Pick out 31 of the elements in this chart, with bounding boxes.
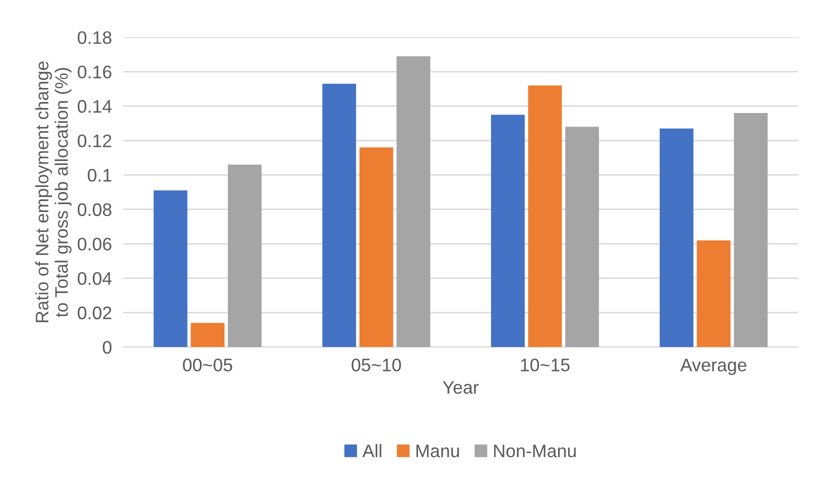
bar: [565, 126, 599, 348]
y-tick-label: 0: [102, 340, 112, 354]
bar: [154, 190, 188, 348]
bar: [528, 85, 562, 348]
legend-label: Non-Manu: [494, 444, 576, 458]
bar: [359, 147, 394, 348]
bar: [190, 322, 224, 348]
y-tick-label: 0.1: [88, 168, 112, 182]
x-tick-label: Average: [680, 358, 746, 375]
y-tick-label: 0.16: [78, 66, 112, 78]
bar: [660, 128, 694, 348]
bar: [228, 164, 262, 348]
x-tick-label: 05~10: [352, 358, 401, 372]
x-axis-title: Year: [442, 381, 479, 394]
bar: [696, 240, 731, 348]
bar: [491, 114, 525, 348]
bar: [322, 84, 356, 348]
legend-label: Manu: [416, 444, 459, 458]
y-tick-label: 0.02: [78, 306, 112, 320]
y-tick-label: 0.04: [78, 272, 112, 285]
x-tick-label: 00~05: [182, 358, 232, 372]
bar: [396, 56, 430, 348]
y-tick-label: 0.18: [78, 31, 112, 44]
bar: [734, 112, 768, 348]
y-tick-label: 0.12: [78, 134, 112, 148]
y-tick-label: 0.06: [78, 238, 112, 250]
y-axis-title: Ratio of Net employment change to Total gross job allocation (%): [35, 61, 72, 322]
legend-label: All: [362, 444, 382, 458]
x-tick-label: 10~15: [521, 358, 570, 372]
y-tick-label: 0.08: [78, 203, 112, 216]
y-tick-label: 0.14: [78, 100, 112, 113]
